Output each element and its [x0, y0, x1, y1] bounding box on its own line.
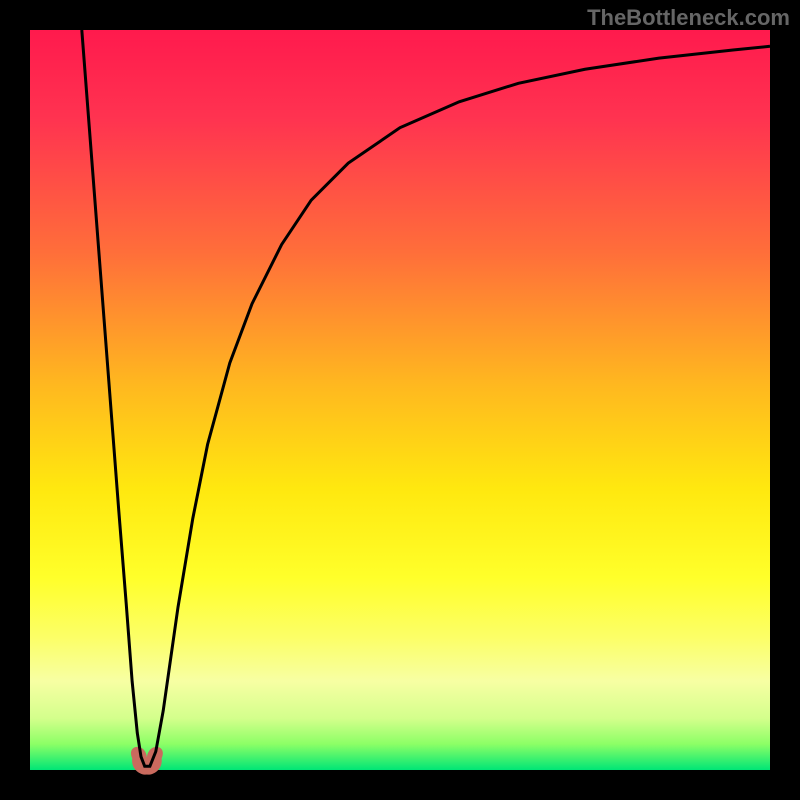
chart-svg: [30, 30, 770, 770]
plot-area: [30, 30, 770, 770]
chart-frame: TheBottleneck.com: [0, 0, 800, 800]
bottleneck-curve: [82, 30, 770, 766]
bottleneck-marker: [131, 747, 163, 775]
watermark-text: TheBottleneck.com: [587, 5, 790, 31]
